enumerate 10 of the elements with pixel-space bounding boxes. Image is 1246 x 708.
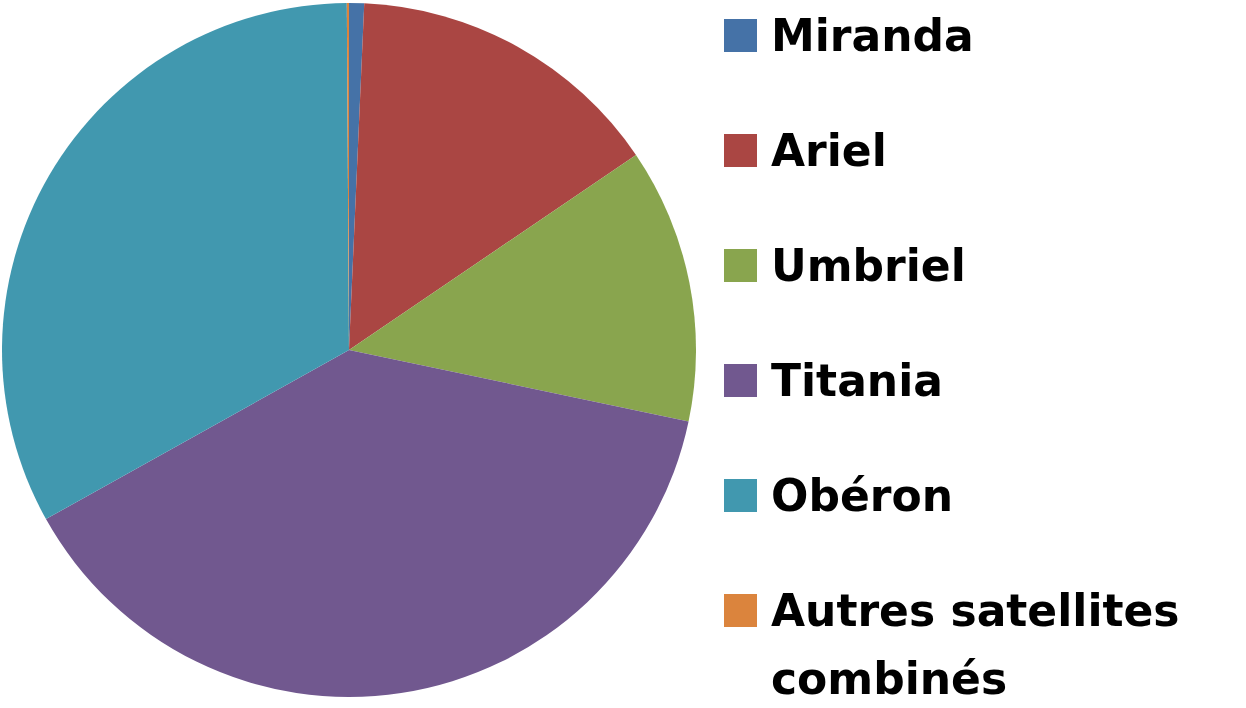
pie-slice <box>349 154 696 422</box>
legend-label: Ariel <box>771 125 887 176</box>
legend-label: Titania <box>771 355 943 406</box>
legend-label: Obéron <box>771 470 953 521</box>
pie-slice <box>45 350 689 697</box>
legend-label: Umbriel <box>771 240 966 291</box>
pie-slice <box>349 3 636 350</box>
pie-slice <box>2 3 349 520</box>
legend-label: Miranda <box>771 10 974 61</box>
legend-label: Autres satellites combinés <box>771 585 1180 704</box>
